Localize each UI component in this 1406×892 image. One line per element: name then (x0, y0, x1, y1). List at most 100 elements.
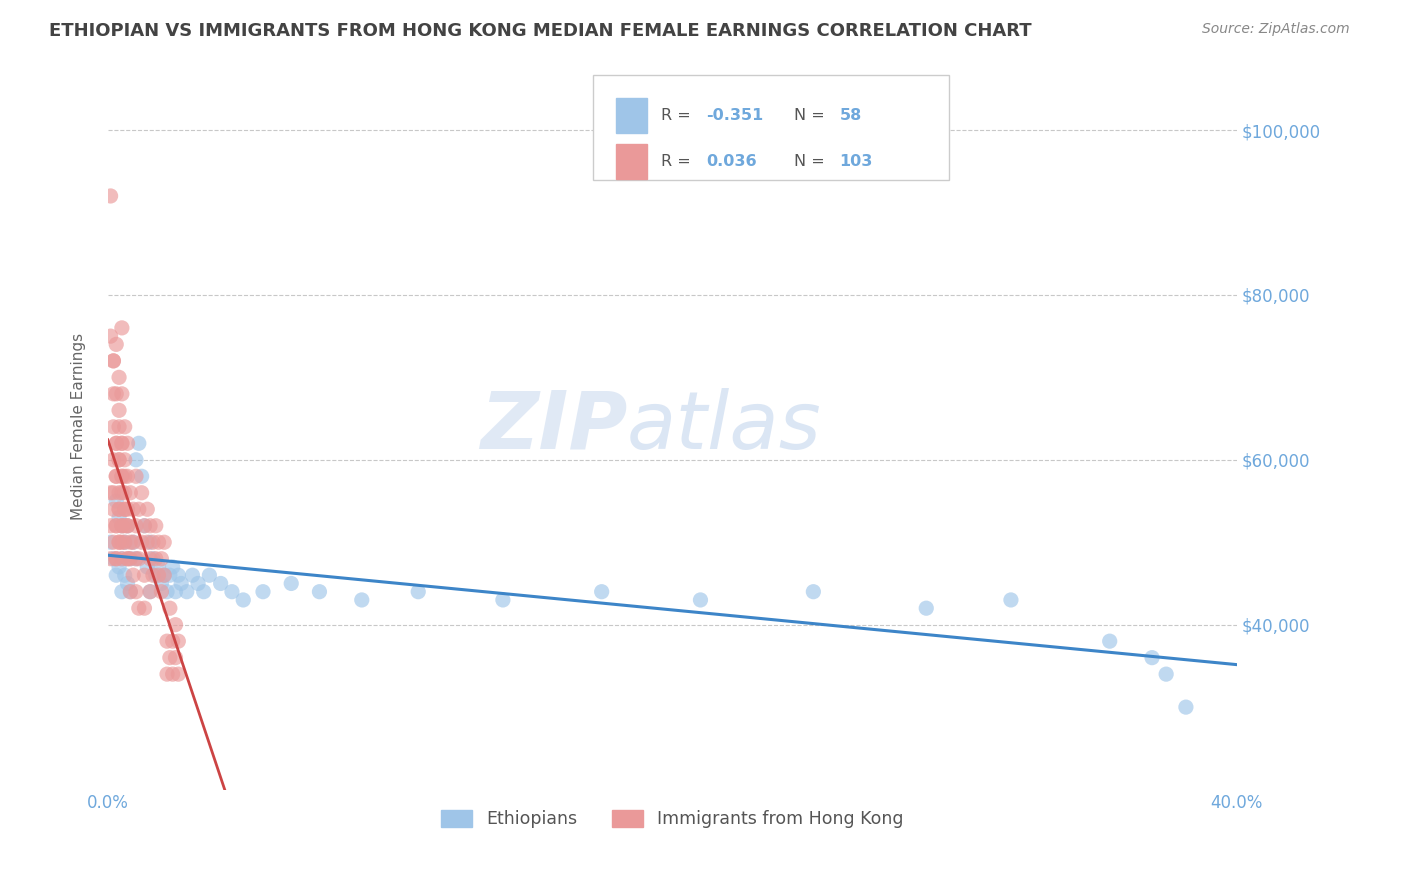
Point (142, 551, 165, 566)
Point (1098, 634, 1121, 648)
Point (148, 560, 170, 574)
Point (100, 485, 122, 500)
Legend: Ethiopians, Immigrants from Hong Kong: Ethiopians, Immigrants from Hong Kong (434, 803, 911, 835)
Point (111, 485, 134, 500)
Point (591, 584, 613, 599)
Point (114, 419, 136, 434)
Point (105, 551, 128, 566)
Point (117, 436, 139, 450)
Point (114, 535, 136, 549)
Point (134, 518, 156, 533)
Point (100, 329, 122, 343)
Point (128, 436, 150, 450)
Point (111, 321, 134, 335)
Text: 58: 58 (839, 108, 862, 123)
Point (105, 518, 128, 533)
Point (128, 551, 150, 566)
Y-axis label: Median Female Earnings: Median Female Earnings (72, 334, 86, 520)
Point (108, 452, 131, 467)
Point (108, 535, 131, 549)
Point (125, 518, 148, 533)
Text: atlas: atlas (627, 388, 823, 466)
Point (156, 584, 179, 599)
Point (105, 518, 128, 533)
Point (100, 535, 122, 549)
Point (145, 568, 167, 582)
Point (122, 568, 145, 582)
Point (801, 584, 824, 599)
Point (103, 354, 125, 368)
Point (120, 535, 142, 549)
Point (114, 535, 136, 549)
Text: R =: R = (661, 154, 696, 169)
Point (252, 584, 274, 599)
Point (108, 510, 131, 524)
Point (108, 535, 131, 549)
Point (689, 593, 711, 607)
Point (1000, 593, 1022, 607)
Point (128, 601, 150, 615)
Point (139, 584, 162, 599)
FancyBboxPatch shape (593, 75, 949, 180)
Point (492, 593, 515, 607)
Point (108, 370, 131, 384)
Point (139, 535, 162, 549)
Point (159, 568, 181, 582)
Point (111, 469, 134, 483)
Point (122, 502, 145, 516)
Point (308, 584, 330, 599)
Point (915, 601, 938, 615)
Point (114, 452, 136, 467)
Point (159, 601, 181, 615)
Point (100, 551, 122, 566)
Point (350, 593, 373, 607)
Point (111, 584, 134, 599)
Point (111, 535, 134, 549)
Text: 0.036: 0.036 (706, 154, 756, 169)
Point (111, 518, 134, 533)
Point (117, 502, 139, 516)
Point (125, 584, 148, 599)
Text: R =: R = (661, 108, 696, 123)
Point (103, 452, 125, 467)
Point (105, 469, 128, 483)
Point (111, 436, 134, 450)
Point (167, 667, 190, 681)
Point (111, 551, 134, 566)
Point (108, 560, 131, 574)
Text: 103: 103 (839, 154, 873, 169)
Point (125, 551, 148, 566)
Point (111, 518, 134, 533)
Point (120, 485, 142, 500)
Point (162, 634, 184, 648)
Point (142, 535, 165, 549)
Point (114, 502, 136, 516)
Point (150, 584, 173, 599)
Point (120, 551, 142, 566)
Point (105, 551, 128, 566)
Point (156, 634, 179, 648)
Point (153, 568, 176, 582)
Point (108, 403, 131, 417)
Point (136, 502, 159, 516)
Point (114, 568, 136, 582)
Point (221, 584, 243, 599)
Point (406, 584, 429, 599)
Bar (616, 145, 647, 179)
Point (162, 667, 184, 681)
Point (148, 568, 170, 582)
Point (111, 387, 134, 401)
Point (105, 469, 128, 483)
Point (120, 584, 142, 599)
Point (105, 494, 128, 508)
Point (120, 551, 142, 566)
Point (280, 576, 302, 591)
Point (117, 551, 139, 566)
Point (1140, 650, 1163, 665)
Point (176, 584, 198, 599)
Point (111, 436, 134, 450)
Point (156, 667, 179, 681)
Point (108, 419, 131, 434)
Point (134, 518, 156, 533)
Point (122, 535, 145, 549)
